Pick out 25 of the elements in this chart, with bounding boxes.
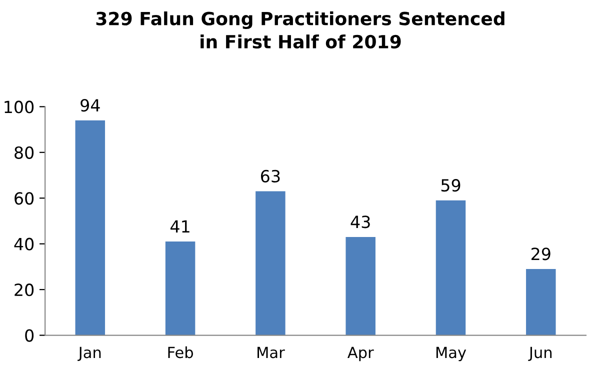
x-tick-label: Feb [168,346,193,358]
chart-title: 329 Falun Gong Practitioners Sentenced in First Half of 2019 [96,11,504,49]
x-tick-label: May [436,346,466,362]
bar [526,268,556,336]
y-tick-label: 100 [4,100,34,114]
y-tick-label: 60 [14,192,34,205]
x-tick-label: Mar [258,346,285,358]
data-label: 43 [350,216,370,228]
data-label: 63 [261,170,280,182]
x-tick-label: Jun [528,346,552,362]
x-tick-label: Apr [348,346,374,362]
y-tick-label: 40 [14,238,34,250]
x-tick-label: Jan [78,346,101,362]
bar [75,120,106,336]
y-tick-label: 20 [14,284,34,296]
y-tick-label: 80 [14,146,34,159]
bar [256,191,286,336]
bar [346,236,376,336]
bar [165,242,196,336]
data-label: 41 [170,220,190,233]
data-label: 94 [80,99,100,112]
data-label: 59 [441,179,460,192]
data-label: 29 [532,248,550,260]
y-tick-label: 0 [25,329,34,342]
bar [436,200,466,336]
